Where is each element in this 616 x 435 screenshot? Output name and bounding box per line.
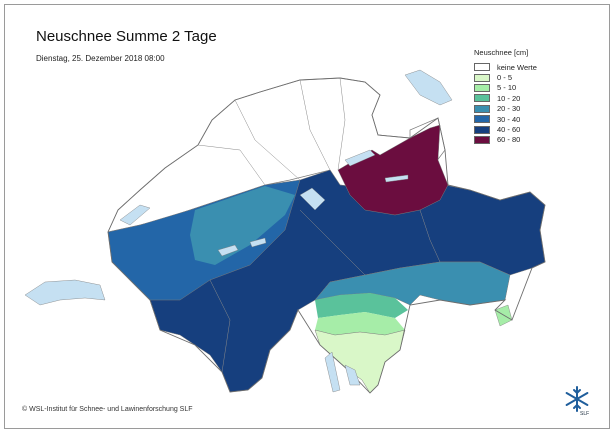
legend-swatch xyxy=(474,63,490,72)
legend-items: keine Werte 0 - 5 5 - 10 10 - 20 20 - 30… xyxy=(474,62,584,145)
legend-swatch xyxy=(474,115,490,124)
legend-label: 40 - 60 xyxy=(497,125,521,135)
lake-lucerne xyxy=(299,187,326,211)
legend-label: 5 - 10 xyxy=(497,83,517,93)
legend-swatch xyxy=(474,125,490,134)
lake-constance xyxy=(404,69,453,106)
legend-label: 0 - 5 xyxy=(497,73,513,83)
map-date: Dienstag, 25. Dezember 2018 08:00 xyxy=(36,54,165,63)
lake-maggiore xyxy=(324,351,341,393)
legend-label: 30 - 40 xyxy=(497,114,521,124)
legend-item: 5 - 10 xyxy=(474,83,584,93)
legend-item: 20 - 30 xyxy=(474,104,584,114)
legend: Neuschnee [cm] keine Werte 0 - 5 5 - 10 … xyxy=(474,48,584,145)
legend-swatch xyxy=(474,83,490,92)
region-20-30-west xyxy=(190,186,295,265)
map-title: Neuschnee Summe 2 Tage xyxy=(36,28,217,45)
legend-item: 30 - 40 xyxy=(474,114,584,124)
lake-lugano xyxy=(344,364,361,386)
legend-item: keine Werte xyxy=(474,62,584,72)
legend-label: keine Werte xyxy=(497,62,537,72)
lake-walen xyxy=(384,174,409,183)
region-10-20 xyxy=(315,293,408,318)
legend-title: Neuschnee [cm] xyxy=(474,48,529,57)
lake-thun xyxy=(217,244,239,257)
country-border xyxy=(107,77,546,394)
legend-swatch xyxy=(474,94,490,103)
lake-zurich xyxy=(344,149,376,167)
lake-geneva xyxy=(24,279,106,306)
region-60-80 xyxy=(337,124,449,216)
snowflake-icon xyxy=(565,386,589,412)
legend-item: 60 - 80 xyxy=(474,135,584,145)
slf-logo-text: SLF xyxy=(580,411,590,417)
legend-label: 20 - 30 xyxy=(497,104,521,114)
region-5-10 xyxy=(315,312,405,335)
lake-neuchatel xyxy=(119,204,151,226)
legend-label: 10 - 20 xyxy=(497,93,521,103)
copyright-text: © WSL-Institut für Schnee- und Lawinenfo… xyxy=(22,406,193,413)
legend-swatch xyxy=(474,73,490,82)
legend-swatch xyxy=(474,135,490,144)
lake-brienz xyxy=(249,237,267,248)
legend-item: 10 - 20 xyxy=(474,93,584,103)
legend-swatch xyxy=(474,104,490,113)
legend-label: 60 - 80 xyxy=(497,135,521,145)
lakes xyxy=(24,69,453,393)
legend-item: 0 - 5 xyxy=(474,72,584,82)
legend-item: 40 - 60 xyxy=(474,124,584,134)
canton-borders xyxy=(197,77,441,373)
